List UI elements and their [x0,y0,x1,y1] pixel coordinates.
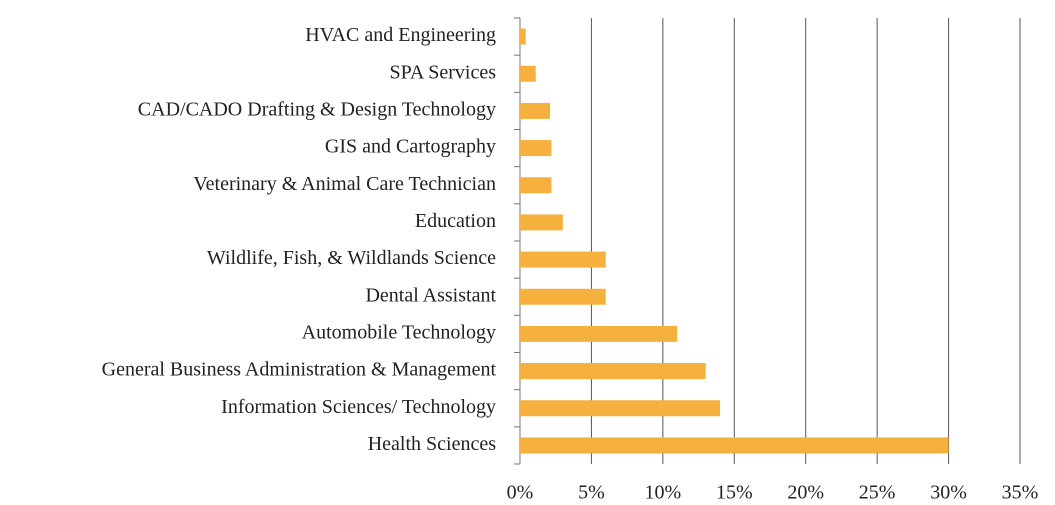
x-tick-label: 15% [716,482,753,504]
y-tick-label: Automobile Technology [302,322,496,344]
bar [520,177,552,194]
bar [520,325,678,342]
x-tick-label: 25% [859,482,896,504]
x-tick-label: 20% [787,482,824,504]
bar [520,437,949,454]
bar [520,214,563,231]
bar [520,140,552,157]
y-tick-label: Veterinary & Animal Care Technician [193,173,496,195]
y-tick-label: GIS and Cartography [325,136,496,158]
x-tick-label: 5% [578,482,605,504]
y-tick-label: Health Sciences [368,433,496,455]
x-tick-label: 30% [930,482,967,504]
bar [520,251,606,268]
y-tick-label: General Business Administration & Manage… [102,359,497,381]
bar [520,400,720,417]
y-tick-label: HVAC and Engineering [305,24,496,46]
y-tick-label: Education [415,210,496,232]
y-tick-label: CAD/CADO Drafting & Design Technology [138,99,496,121]
y-tick-label: Dental Assistant [365,284,496,306]
x-tick-label: 35% [1002,482,1039,504]
y-tick-label: SPA Services [389,61,496,83]
y-tick-label: Information Sciences/ Technology [221,396,496,418]
y-tick-label: Wildlife, Fish, & Wildlands Science [207,247,496,269]
x-tick-label: 10% [645,482,682,504]
bar [520,102,550,119]
bar [520,65,536,82]
x-tick-label: 0% [507,482,534,504]
bar [520,288,606,305]
bar [520,363,706,380]
bar [520,28,526,45]
